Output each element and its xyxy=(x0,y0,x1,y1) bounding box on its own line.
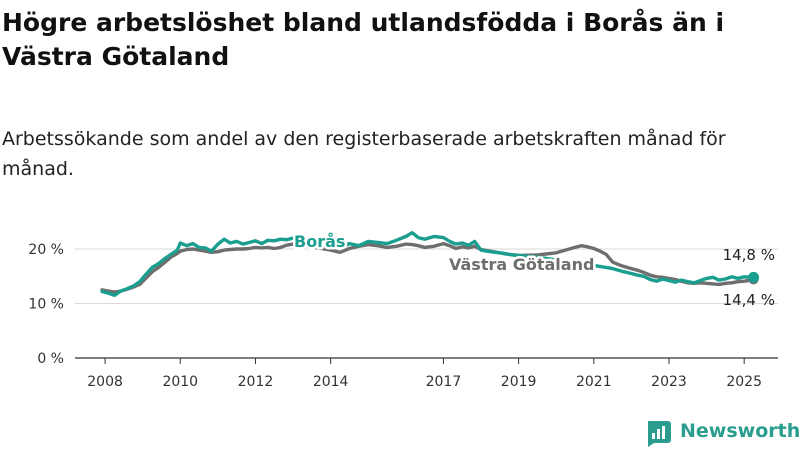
series-end-label: 14,8 % xyxy=(723,246,775,264)
chart-title: Högre arbetslöshet bland utlandsfödda i … xyxy=(2,8,725,71)
series-lines xyxy=(100,231,760,297)
x-tick-label: 2008 xyxy=(87,374,123,390)
x-tick-label: 2012 xyxy=(238,374,274,390)
series-line-vastra-gotaland xyxy=(100,241,756,294)
x-axis: 2008 2010 2012 2014 2017 2019 2021 2023 2025 xyxy=(87,358,762,390)
series-end-label: 14,4 % xyxy=(723,291,775,309)
series-line-boras xyxy=(100,231,756,297)
x-tick-label: 2014 xyxy=(313,374,349,390)
x-tick-label: 2021 xyxy=(576,374,612,390)
series-name-halo: Borås xyxy=(294,232,345,251)
chart-subtitle: Arbetssökande som andel av den registerb… xyxy=(2,128,726,180)
y-tick-label: 20 % xyxy=(28,242,64,258)
x-tick-label: 2025 xyxy=(726,374,762,390)
x-tick-label: 2017 xyxy=(426,374,462,390)
gridlines xyxy=(75,248,778,359)
series-name-halo: Västra Götaland xyxy=(449,255,594,274)
series-name-label: Västra Götaland xyxy=(449,255,594,274)
x-tick-label: 2010 xyxy=(162,374,198,390)
series-name-label: Borås xyxy=(294,232,345,251)
y-axis: 0 % 10 % 20 % xyxy=(28,242,64,367)
y-tick-label: 0 % xyxy=(37,351,64,367)
series-end-point xyxy=(748,271,760,283)
y-tick-label: 10 % xyxy=(28,297,64,313)
brand-name: Newsworthy xyxy=(680,420,800,442)
newsworthy-logo-icon xyxy=(648,421,671,447)
x-tick-label: 2019 xyxy=(501,374,537,390)
x-tick-label: 2023 xyxy=(651,374,687,390)
